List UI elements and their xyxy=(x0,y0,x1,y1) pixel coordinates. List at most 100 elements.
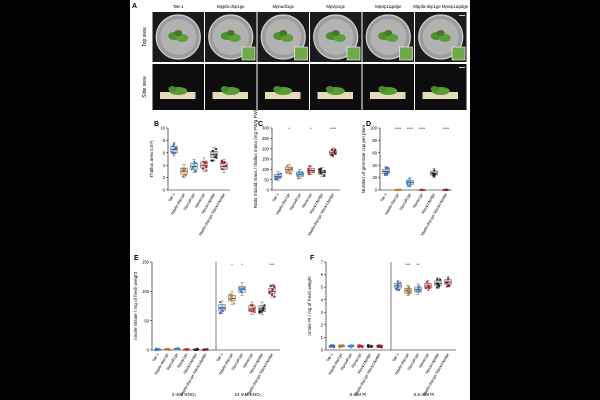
data-point xyxy=(334,148,337,151)
side-thallus xyxy=(378,86,387,92)
y-tick-label: 4 xyxy=(163,163,166,168)
thallus xyxy=(333,34,346,42)
data-point xyxy=(270,293,274,296)
data-point xyxy=(338,344,341,347)
panel-letter: C xyxy=(258,121,263,128)
row-label-top-view: Top view xyxy=(142,27,148,47)
significance-label: *** xyxy=(270,262,275,267)
y-tick-label: 150 xyxy=(262,157,270,162)
thallus xyxy=(438,34,451,42)
data-point xyxy=(278,176,281,179)
x-tick-label: Tak-1 xyxy=(152,353,160,363)
data-point xyxy=(229,298,232,301)
significance-label: * xyxy=(310,126,312,131)
y-axis-label: Ratio rhizoid mass / thallus mass (mg FW… xyxy=(253,109,258,208)
data-point xyxy=(312,171,315,174)
data-point xyxy=(248,308,251,311)
data-point xyxy=(350,346,353,349)
data-point xyxy=(289,172,293,175)
y-tick-label: 100 xyxy=(142,289,150,294)
x-tick-label: Mpvip1ge xyxy=(194,193,206,209)
data-point xyxy=(332,344,335,347)
data-point xyxy=(190,168,193,171)
data-point xyxy=(408,291,411,294)
data-point xyxy=(272,284,275,287)
data-point xyxy=(394,188,397,192)
y-axis-label: nmole Pi / mg of fresh weight xyxy=(307,276,312,336)
data-point xyxy=(386,173,389,176)
photo-column-label: Mpvip1ge xyxy=(326,4,345,9)
y-tick-label: 100 xyxy=(262,167,270,172)
data-point xyxy=(184,167,187,171)
x-tick-label: Tak-1 xyxy=(380,193,388,203)
data-point xyxy=(367,344,370,348)
data-point xyxy=(330,153,333,156)
data-point xyxy=(233,302,236,305)
thallus xyxy=(279,30,288,36)
data-point xyxy=(387,166,390,170)
data-point xyxy=(399,281,402,284)
side-thallus xyxy=(325,86,334,92)
data-point xyxy=(204,165,208,168)
y-axis-label: nmole nitrate / mg of fresh weight xyxy=(133,271,138,340)
data-point xyxy=(407,185,410,188)
data-point xyxy=(253,307,256,310)
side-thallus xyxy=(273,86,282,92)
data-point xyxy=(273,295,276,298)
thallus xyxy=(228,34,241,42)
data-point xyxy=(174,147,177,150)
data-point xyxy=(380,344,383,347)
significance-label: * xyxy=(231,262,233,267)
data-point xyxy=(435,286,439,289)
group-label: 0.5 mM Pi xyxy=(414,392,435,397)
data-point xyxy=(445,285,449,288)
data-point xyxy=(223,161,226,164)
y-tick-label: 300 xyxy=(262,126,270,131)
data-point xyxy=(418,288,422,291)
y-tick-label: 0 xyxy=(321,348,324,353)
thallus xyxy=(436,30,445,36)
data-point xyxy=(167,348,170,351)
data-point xyxy=(308,165,311,168)
data-point xyxy=(424,286,428,290)
data-point xyxy=(407,287,410,291)
data-point xyxy=(191,166,195,169)
data-point xyxy=(300,170,303,174)
agar-slab xyxy=(317,92,353,99)
y-tick-label: 200 xyxy=(262,146,270,151)
data-point xyxy=(417,286,421,289)
thallus xyxy=(384,30,393,36)
panel-letter: B xyxy=(154,121,159,128)
thallus xyxy=(331,30,340,36)
data-point xyxy=(181,175,185,178)
panel-letter: E xyxy=(134,255,139,262)
data-point xyxy=(406,179,410,182)
data-point xyxy=(220,159,223,162)
data-point xyxy=(439,278,442,281)
inset-zoom xyxy=(241,46,256,61)
agar-slab xyxy=(160,92,196,99)
y-tick-label: 40 xyxy=(372,163,377,168)
x-tick-label: Mpvip1ge xyxy=(242,353,254,369)
data-point xyxy=(260,310,263,313)
data-point xyxy=(249,304,252,307)
data-point xyxy=(193,348,196,351)
data-point xyxy=(251,303,254,307)
data-point xyxy=(155,348,158,351)
photo-panel: Tak-1 Mppfa-dsp1ge Mpnudt1ge Mpvip1ge Mpvip1… xyxy=(132,3,469,110)
data-point xyxy=(384,166,387,169)
data-point xyxy=(215,156,218,159)
data-point xyxy=(205,348,208,351)
panel-c: 0 50 100 150 200 250 300 Ratio rhizoid mass / t… xyxy=(253,109,340,237)
y-tick-label: 0 xyxy=(267,188,270,193)
data-point xyxy=(407,293,410,296)
photo-column-label: Mppfa-dsp1ge Mpvip1Δpdge xyxy=(413,4,469,9)
data-point xyxy=(425,280,428,284)
scale-bar xyxy=(459,67,465,68)
side-thallus xyxy=(168,86,177,92)
y-tick-label: 20 xyxy=(372,175,377,180)
data-point xyxy=(431,172,434,175)
data-point xyxy=(290,166,293,170)
data-point xyxy=(297,170,300,173)
